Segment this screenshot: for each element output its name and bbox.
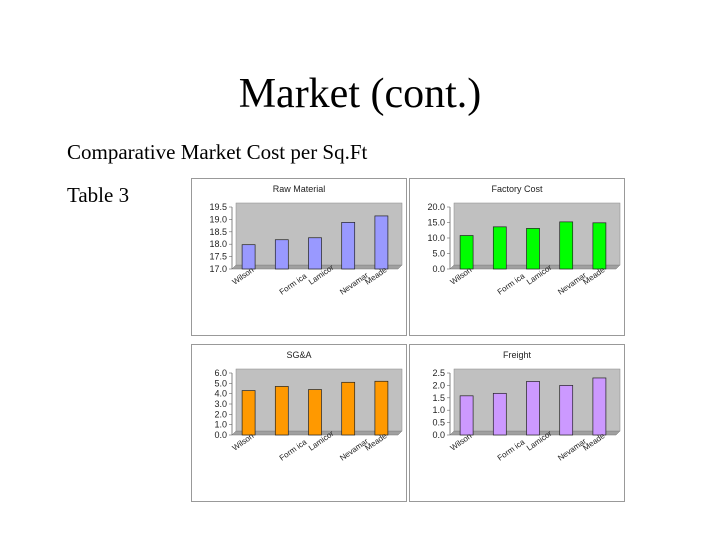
y-tick-label: 19.5 [209,202,227,212]
y-tick-label: 1.5 [432,393,445,403]
table-label: Table 3 [67,183,130,207]
y-tick-label: 0.0 [214,430,227,440]
bar [492,392,507,436]
category-label: Form ica [278,437,309,463]
y-tick-label: 19.0 [209,214,227,224]
bar [308,389,322,436]
bar [241,244,256,270]
bar [341,222,356,270]
chart-panel-raw-material: Raw Material 17.0 17.5 18.0 18.5 19.0 19.5 Wils… [191,178,407,336]
y-tick-label: 2.0 [432,380,445,390]
y-tick-label: 5.0 [214,378,227,388]
y-tick-label: 20.0 [427,202,445,212]
chart-title: Freight [503,350,532,360]
chart-title: Factory Cost [491,184,543,194]
y-tick-label: 0.5 [432,418,445,428]
bar [241,390,256,436]
chart-title: Raw Material [273,184,326,194]
bar [559,385,574,436]
slide-subtitle: Comparative Market Cost per Sq.Ft [67,140,368,164]
chart-panel-sga: SG&A 0.0 1.0 2.0 3.0 4.0 5.0 6.0 Wilson Form ica L… [191,344,407,502]
y-tick-label: 10.0 [427,233,445,243]
chart-title: SG&A [286,350,311,360]
category-label: Form ica [278,271,309,297]
bar [274,239,289,270]
y-tick-label: 17.0 [209,264,227,274]
bar [592,377,607,436]
bar [308,237,322,270]
y-tick-label: 0.0 [432,430,445,440]
y-tick-label: 5.0 [432,249,445,259]
bar [459,235,474,270]
slide-title: Market (cont.) [238,71,482,117]
y-tick-label: 1.0 [214,420,227,430]
y-tick-label: 2.5 [432,368,445,378]
y-tick-label: 6.0 [214,368,227,378]
chart-panel-freight: Freight 0.0 0.5 1.0 1.5 2.0 2.5 Wilson Form ica L… [409,344,625,502]
y-tick-label: 3.0 [214,399,227,409]
bar [526,228,540,270]
bar [559,221,574,270]
category-label: Form ica [496,271,527,297]
y-tick-label: 1.0 [432,405,445,415]
bar [341,381,356,436]
y-tick-label: 0.0 [432,264,445,274]
chart-panel-factory-cost: Factory Cost 0.0 5.0 10.0 15.0 20.0 Wilson Form… [409,178,625,336]
y-tick-label: 17.5 [209,252,227,262]
y-tick-label: 15.0 [427,218,445,228]
bar [374,380,389,436]
bar [274,386,289,436]
bar [374,215,389,270]
y-tick-label: 18.5 [209,227,227,237]
category-label: Form ica [496,437,527,463]
y-tick-label: 18.0 [209,239,227,249]
bar [492,226,507,270]
bar [526,381,540,436]
bar [592,222,607,270]
chart-raw-material: Raw Material17.017.518.018.519.019.5Wils… [209,184,403,297]
bar [459,395,474,436]
y-tick-label: 2.0 [214,409,227,419]
y-tick-label: 4.0 [214,389,227,399]
